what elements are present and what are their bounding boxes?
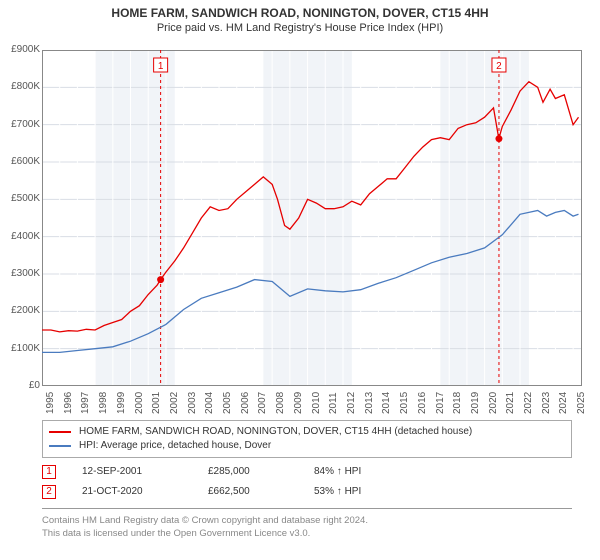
x-tick-label: 2000 <box>134 392 145 414</box>
footer-line2: This data is licensed under the Open Gov… <box>42 527 572 540</box>
y-tick-label: £200K <box>2 305 40 316</box>
x-tick-label: 2008 <box>275 392 286 414</box>
x-tick-label: 2007 <box>257 392 268 414</box>
x-tick-label: 2021 <box>505 392 516 414</box>
x-tick-label: 2009 <box>293 392 304 414</box>
y-tick-label: £600K <box>2 156 40 167</box>
footer-line1: Contains HM Land Registry data © Crown c… <box>42 514 572 527</box>
transaction-row: 2 21-OCT-2020 £662,500 53% ↑ HPI <box>42 482 572 502</box>
x-tick-label: 2013 <box>364 392 375 414</box>
transactions-table: 1 12-SEP-2001 £285,000 84% ↑ HPI 2 21-OCT-202… <box>42 462 572 509</box>
x-tick-label: 2012 <box>346 392 357 414</box>
x-tick-label: 1995 <box>45 392 56 414</box>
transaction-delta: 53% ↑ HPI <box>314 482 361 502</box>
transaction-price: £662,500 <box>208 482 288 502</box>
x-tick-label: 2014 <box>381 392 392 414</box>
x-tick-label: 2011 <box>328 392 339 414</box>
legend-item: HPI: Average price, detached house, Dove… <box>49 439 565 453</box>
x-tick-label: 2025 <box>576 392 587 414</box>
transaction-marker: 2 <box>42 485 56 499</box>
x-tick-label: 2024 <box>558 392 569 414</box>
transaction-date: 12-SEP-2001 <box>82 462 182 482</box>
x-tick-label: 2006 <box>240 392 251 414</box>
x-tick-label: 2003 <box>187 392 198 414</box>
x-tick-label: 2002 <box>169 392 180 414</box>
legend-item: HOME FARM, SANDWICH ROAD, NONINGTON, DOV… <box>49 425 565 439</box>
x-tick-label: 2010 <box>311 392 322 414</box>
legend-swatch <box>49 445 71 447</box>
x-tick-label: 1998 <box>98 392 109 414</box>
legend-box: HOME FARM, SANDWICH ROAD, NONINGTON, DOV… <box>42 420 572 458</box>
figure-container: HOME FARM, SANDWICH ROAD, NONINGTON, DOV… <box>0 0 600 560</box>
chart-svg: 12 <box>42 50 582 386</box>
y-tick-label: £0 <box>2 380 40 391</box>
svg-text:1: 1 <box>158 61 164 72</box>
x-tick-label: 1997 <box>80 392 91 414</box>
y-tick-label: £900K <box>2 44 40 55</box>
y-tick-label: £400K <box>2 231 40 242</box>
legend-label: HPI: Average price, detached house, Dove… <box>79 439 271 453</box>
chart-header: HOME FARM, SANDWICH ROAD, NONINGTON, DOV… <box>0 0 600 38</box>
y-tick-label: £700K <box>2 119 40 130</box>
svg-text:2: 2 <box>496 61 502 72</box>
x-tick-label: 2001 <box>151 392 162 414</box>
x-tick-label: 2004 <box>204 392 215 414</box>
chart-title: HOME FARM, SANDWICH ROAD, NONINGTON, DOV… <box>0 6 600 20</box>
x-tick-label: 2020 <box>488 392 499 414</box>
x-tick-label: 1999 <box>116 392 127 414</box>
x-tick-label: 2022 <box>523 392 534 414</box>
x-tick-label: 2015 <box>399 392 410 414</box>
x-tick-label: 2016 <box>417 392 428 414</box>
transaction-row: 1 12-SEP-2001 £285,000 84% ↑ HPI <box>42 462 572 482</box>
x-tick-label: 2017 <box>435 392 446 414</box>
y-tick-label: £500K <box>2 193 40 204</box>
y-tick-label: £800K <box>2 81 40 92</box>
legend-swatch <box>49 431 71 433</box>
footer-text: Contains HM Land Registry data © Crown c… <box>42 514 572 540</box>
x-axis-labels: 1995 1996 1997 1998 1999 2000 2001 2002 2003 2004… <box>42 390 582 414</box>
x-tick-label: 2005 <box>222 392 233 414</box>
transaction-price: £285,000 <box>208 462 288 482</box>
chart-subtitle: Price paid vs. HM Land Registry's House … <box>0 22 600 34</box>
y-tick-label: £100K <box>2 343 40 354</box>
x-tick-label: 2018 <box>452 392 463 414</box>
x-tick-label: 1996 <box>63 392 74 414</box>
y-tick-label: £300K <box>2 268 40 279</box>
x-tick-label: 2023 <box>541 392 552 414</box>
transaction-date: 21-OCT-2020 <box>82 482 182 502</box>
transaction-marker: 1 <box>42 465 56 479</box>
legend-label: HOME FARM, SANDWICH ROAD, NONINGTON, DOV… <box>79 425 472 439</box>
x-tick-label: 2019 <box>470 392 481 414</box>
chart-plot-area: 12 <box>42 50 582 386</box>
transaction-delta: 84% ↑ HPI <box>314 462 361 482</box>
